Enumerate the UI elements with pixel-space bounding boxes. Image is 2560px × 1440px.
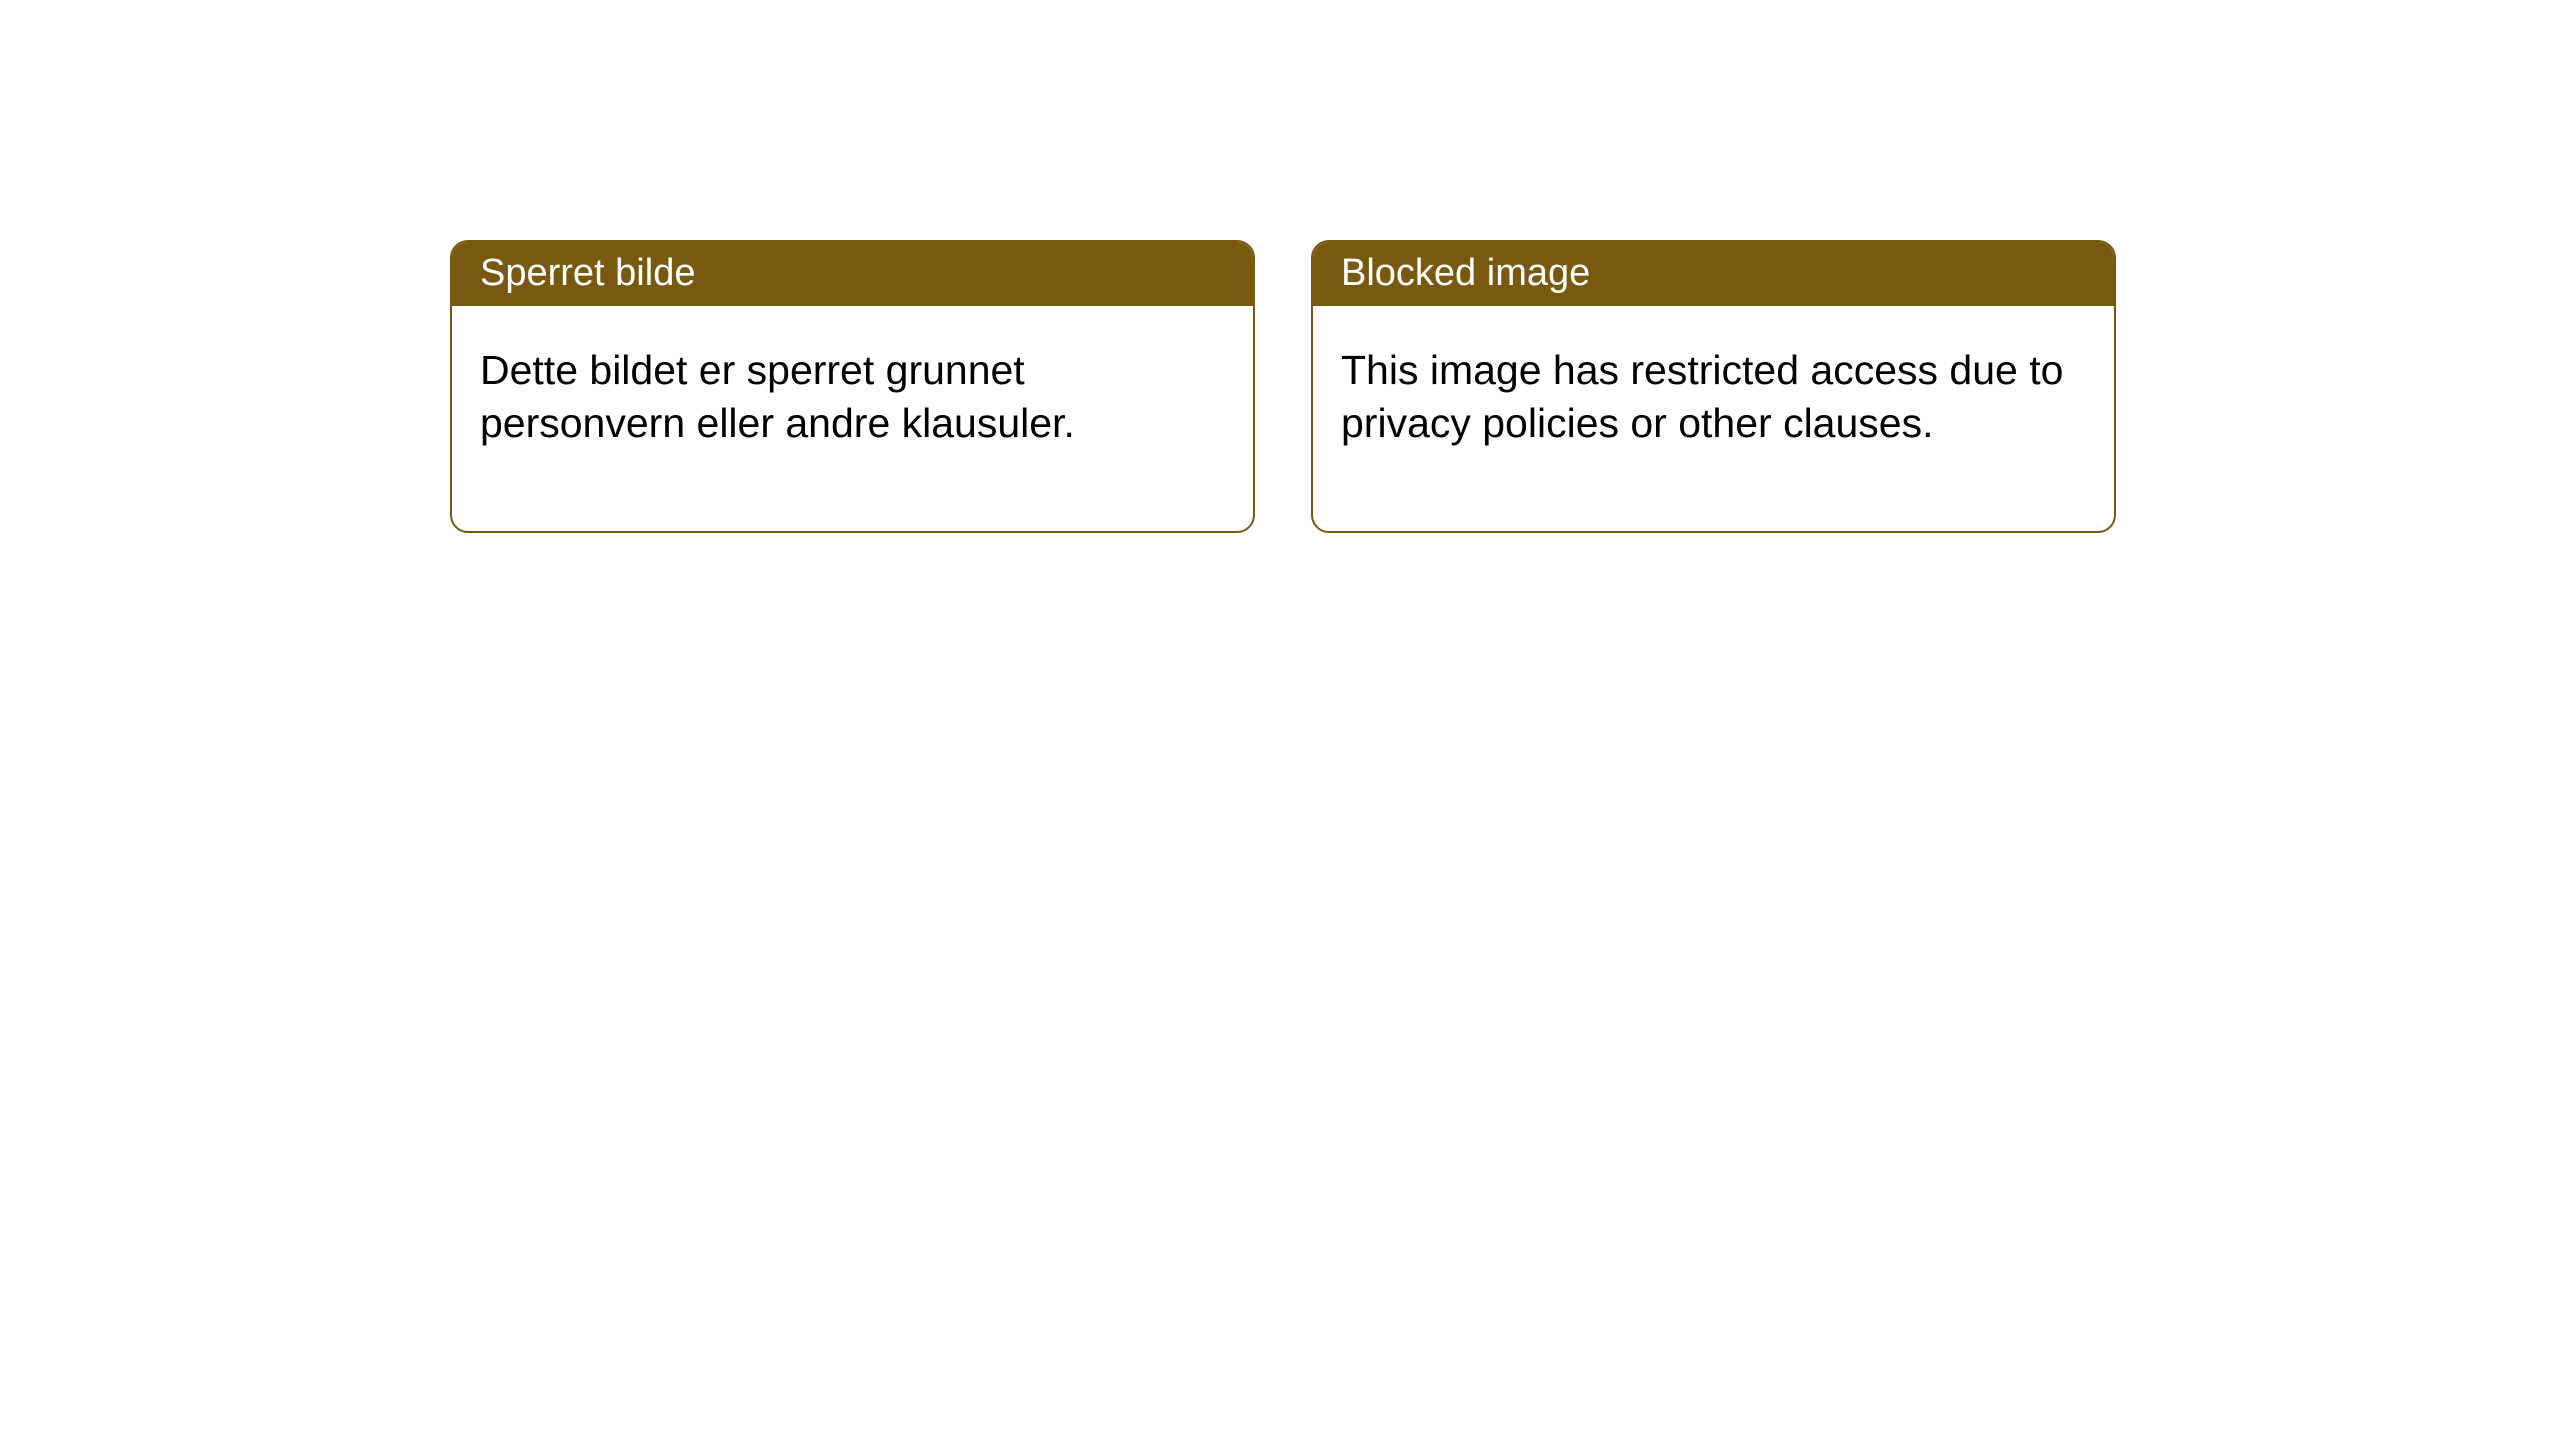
notice-card-title: Sperret bilde xyxy=(452,242,1253,306)
notice-card-norwegian: Sperret bilde Dette bildet er sperret gr… xyxy=(450,240,1255,533)
notice-card-body: This image has restricted access due to … xyxy=(1313,306,2114,531)
notice-cards-container: Sperret bilde Dette bildet er sperret gr… xyxy=(450,240,2116,533)
notice-card-english: Blocked image This image has restricted … xyxy=(1311,240,2116,533)
notice-card-body: Dette bildet er sperret grunnet personve… xyxy=(452,306,1253,531)
notice-card-title: Blocked image xyxy=(1313,242,2114,306)
